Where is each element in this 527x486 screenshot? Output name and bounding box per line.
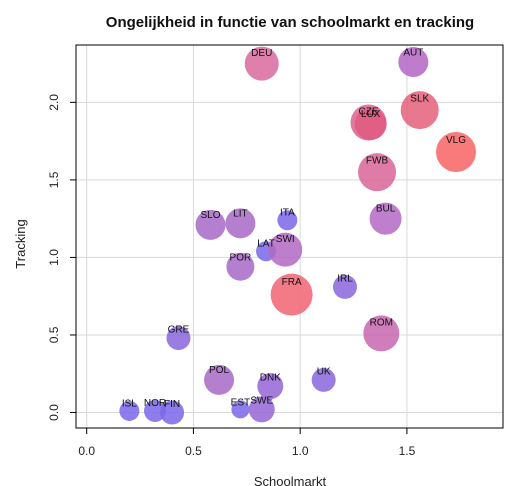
x-tick-label: 1.0 bbox=[292, 444, 309, 458]
point-irl bbox=[333, 274, 358, 299]
point-est-label: EST bbox=[231, 397, 250, 408]
chart-title: Ongelijkheid in functie van schoolmarkt … bbox=[106, 14, 474, 31]
point-fwb-label: FWB bbox=[366, 156, 389, 167]
point-nor bbox=[143, 399, 166, 422]
point-nor-label: NOR bbox=[144, 398, 166, 409]
point-swe bbox=[248, 396, 275, 423]
point-pol bbox=[204, 364, 235, 395]
point-swe-label: SWE bbox=[250, 396, 273, 407]
point-vlg bbox=[436, 131, 477, 172]
point-cze-label: CZE bbox=[358, 106, 378, 117]
x-axis-label: Schoolmarkt bbox=[254, 474, 327, 486]
point-slk bbox=[400, 91, 439, 130]
point-uk-label: UK bbox=[317, 367, 331, 378]
point-isl-label: ISL bbox=[122, 398, 137, 409]
point-dnk bbox=[257, 373, 284, 400]
y-axis: 0.0 0.5 1.0 1.5 2.0 bbox=[47, 94, 76, 421]
point-ita bbox=[277, 210, 298, 231]
x-tick-label: 1.5 bbox=[399, 444, 416, 458]
point-por bbox=[226, 252, 255, 281]
x-tick-label: 0.5 bbox=[185, 444, 202, 458]
point-deu-label: DEU bbox=[251, 48, 272, 59]
point-irl-label: IRL bbox=[337, 273, 353, 284]
point-swi-label: SWI bbox=[276, 234, 295, 245]
point-lit-label: LIT bbox=[233, 209, 247, 220]
point-por-label: POR bbox=[230, 252, 252, 263]
y-tick-label: 2.0 bbox=[47, 94, 61, 111]
point-lit bbox=[225, 208, 256, 239]
point-bul bbox=[369, 202, 402, 235]
point-rom-label: ROM bbox=[370, 317, 393, 328]
x-axis: 0.0 0.5 1.0 1.5 bbox=[78, 428, 416, 458]
point-slk-label: SLK bbox=[410, 94, 429, 105]
point-swi bbox=[268, 232, 303, 267]
point-pol-label: POL bbox=[209, 365, 229, 376]
point-rom bbox=[363, 315, 400, 352]
point-aut bbox=[398, 47, 429, 78]
point-deu bbox=[244, 46, 279, 81]
point-uk bbox=[311, 367, 336, 392]
x-tick-label: 0.0 bbox=[78, 444, 95, 458]
point-ita-label: ITA bbox=[280, 208, 295, 219]
point-dnk-label: DNK bbox=[260, 372, 281, 383]
y-tick-label: 0.5 bbox=[47, 326, 61, 343]
point-fra-label: FRA bbox=[282, 277, 302, 288]
point-lux-label: LUX bbox=[361, 109, 381, 120]
point-bul-label: BUL bbox=[376, 203, 396, 214]
point-fin-label: FIN bbox=[164, 399, 180, 410]
point-aut-label: AUT bbox=[403, 47, 423, 58]
point-vlg-label: VLG bbox=[446, 135, 466, 146]
point-fin bbox=[160, 400, 185, 425]
point-fra bbox=[270, 273, 313, 316]
y-tick-label: 1.5 bbox=[47, 171, 61, 188]
point-isl bbox=[119, 400, 140, 421]
point-est bbox=[231, 400, 250, 419]
y-axis-label: Tracking bbox=[13, 219, 28, 268]
plot-frame bbox=[75, 44, 504, 429]
point-slo-label: SLO bbox=[200, 210, 220, 221]
point-gre-label: GRE bbox=[168, 325, 190, 336]
points bbox=[119, 46, 477, 425]
point-fwb bbox=[358, 153, 397, 192]
point-gre bbox=[166, 326, 191, 351]
y-tick-label: 1.0 bbox=[47, 249, 61, 266]
y-tick-label: 0.0 bbox=[47, 404, 61, 421]
point-lat-label: LAT bbox=[257, 239, 275, 250]
point-lux bbox=[354, 108, 387, 141]
point-slo bbox=[195, 209, 226, 240]
